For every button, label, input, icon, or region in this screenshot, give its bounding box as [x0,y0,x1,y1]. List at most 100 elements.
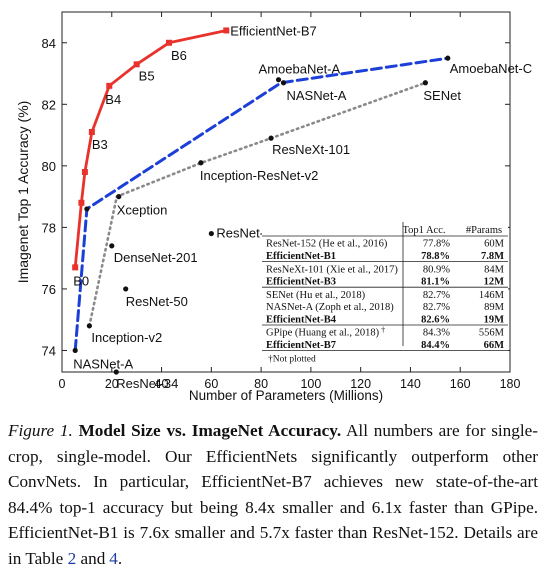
efficientnet-label: B4 [105,92,121,107]
y-tick-label: 80 [42,159,56,174]
table-row-acc: 82.6% [421,314,450,325]
model-label: ResNeXt-101 [272,142,350,157]
model-point [86,323,92,329]
table-row-acc: 82.7% [423,290,450,301]
efficientnet-label: EfficientNet-B7 [230,23,316,38]
caption-title: Model Size vs. ImageNet Accuracy. [78,421,342,440]
table-row-acc: 78.8% [421,251,450,262]
model-point [268,135,274,141]
model-point [280,80,287,86]
table-background [262,222,508,362]
model-point [113,369,119,375]
model-point [84,206,90,212]
model-label: Xception [117,203,168,218]
table-row-name: SENet (Hu et al., 2018) [266,290,366,301]
table-row-params: 60M [484,239,505,250]
caption-body-and: and [80,548,106,568]
model-label: AmoebaNet-A [259,62,341,77]
table-row-params: 12M [484,277,505,288]
x-tick-label: 40 [155,377,169,391]
caption-table-ref-2[interactable]: 2 [67,548,77,568]
table-row-name: NASNet-A (Zoph et al., 2018) [266,302,394,313]
y-tick-label: 74 [42,343,56,358]
efficientnet-label: B5 [139,68,155,83]
model-label: NASNet-A [287,88,347,103]
efficientnet-point [223,27,230,34]
caption-body: All numbers are for single-crop, single-… [8,421,538,568]
caption-figure-label: Figure 1. [8,421,73,440]
table-row-params: 7.8M [481,251,504,262]
caption-table-ref-4[interactable]: 4 [109,548,118,568]
model-point [198,160,204,166]
efficientnet-point [88,129,95,135]
model-label: NASNet-A [73,356,133,371]
model-point [422,80,428,86]
x-tick-label: 60 [204,377,218,391]
table-row-params: 66M [484,340,505,351]
model-point [72,347,78,354]
table-row-params: 19M [484,314,505,325]
model-point [445,55,451,61]
model-label: SENet [423,88,461,103]
table-row-acc: 81.1% [421,277,450,288]
model-point [109,243,115,249]
efficientnet-point [78,199,85,206]
model-point [275,77,282,83]
model-label: AmoebaNet-C [450,61,532,76]
efficientnet-accuracy-chart: 0 20 40 60 80 100 120 140 160 180 74 76 78 80 82 84 Numb… [15,11,532,403]
figure-caption: Figure 1. Model Size vs. ImageNet Accura… [8,418,538,572]
efficientnet-point [133,61,140,68]
x-tick-label: 20 [105,377,119,391]
table-row-acc: 84.3% [423,328,450,339]
efficientnet-label: B3 [92,137,108,152]
table-row-name: EfficientNet-B4 [266,314,337,325]
table-row-acc: 80.9% [423,264,450,275]
table-row-name: GPipe (Huang et al., 2018) † [266,326,385,339]
table-row-name: EfficientNet-B3 [266,277,336,288]
table-row-params: 84M [484,264,505,275]
model-point [208,230,214,237]
table-header-acc: Top1 Acc. [402,225,445,236]
caption-body-end: . [117,548,123,568]
gray-dotted-line [88,81,427,328]
efficientnet-label: B6 [171,48,187,63]
table-row-name: ResNet-152 (He et al., 2016) [266,239,388,250]
y-tick-label: 82 [42,97,56,112]
efficientnet-line [73,29,228,269]
table-row-acc: 82.7% [423,302,450,313]
blue-dashed-line [73,56,450,352]
x-tick-label: 0 [59,377,66,391]
table-header-params: #Params [466,225,502,236]
y-tick-label: 78 [42,220,56,235]
x-tick-label: 180 [500,377,521,391]
x-tick-label: 80 [254,377,268,391]
table-row-name: EfficientNet-B7 [266,340,336,351]
plot-frame [61,11,511,373]
model-label: DenseNet-201 [114,250,198,265]
y-axis-title: Imagenet Top 1 Accuracy (%) [15,101,31,284]
efficientnet-point [106,82,113,89]
table-row-acc: 77.8% [423,239,450,250]
model-label: ResNet-50 [126,294,188,309]
efficientnet-point [72,264,79,271]
model-point [123,286,129,292]
x-axis-title: Number of Parameters (Millions) [189,388,383,403]
comparison-table: Top1 Acc. #Params ResNet-152 (He et al., 2… [262,222,508,365]
model-label: Inception-ResNet-v2 [200,168,319,183]
efficientnet-point [81,169,88,175]
efficientnet-label: B0 [73,273,89,288]
model-label: ResNet-34 [116,376,178,391]
x-tick-label: 140 [400,377,421,391]
efficientnet-point [166,39,173,46]
table-footnote: †Not plotted [268,355,316,365]
table-row-name: EfficientNet-B1 [266,251,336,262]
table-row-acc: 84.4% [421,340,450,351]
y-tick-label: 84 [42,36,56,51]
x-tick-label: 100 [300,377,321,391]
table-row-name: ResNeXt-101 (Xie et al., 2017) [266,264,398,275]
table-row-params: 89M [484,302,505,313]
x-tick-label: 120 [350,377,371,391]
table-row-params: 146M [479,290,505,301]
x-tick-label: 160 [450,377,471,391]
model-point [116,194,122,200]
